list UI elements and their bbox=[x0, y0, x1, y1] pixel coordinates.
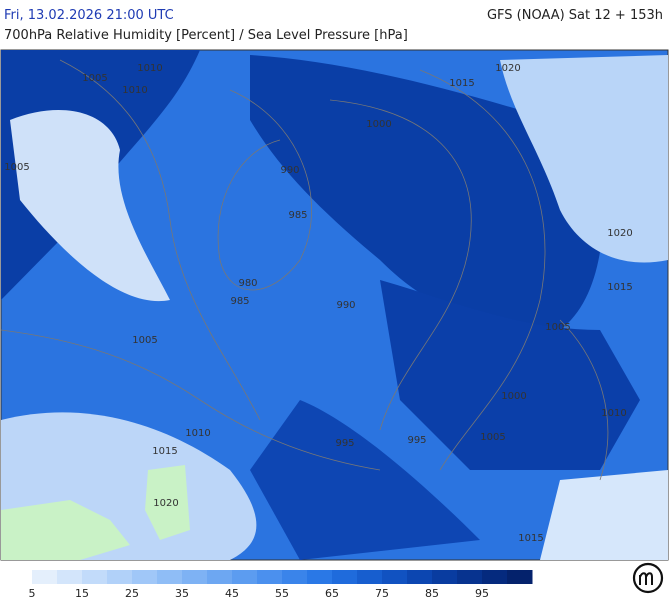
dry-area bbox=[145, 465, 190, 540]
isobar-label: 1015 bbox=[449, 78, 474, 89]
colorbar-swatch bbox=[82, 570, 108, 584]
isobar-label: 985 bbox=[230, 296, 249, 307]
humidity-area bbox=[250, 55, 604, 330]
colorbar-swatch bbox=[157, 570, 183, 584]
colorbar-swatch bbox=[507, 570, 533, 584]
colorbar-label: 35 bbox=[175, 587, 189, 600]
isobar-label: 1010 bbox=[601, 408, 626, 419]
humidity-area bbox=[380, 280, 640, 470]
isobar-label: 1005 bbox=[545, 322, 570, 333]
isobar-label: 1015 bbox=[607, 282, 632, 293]
datetime: Fri, 13.02.2026 21:00 UTC bbox=[4, 8, 174, 23]
colorbar-swatch bbox=[182, 570, 208, 584]
model-run: GFS (NOAA) Sat 12 + 153h bbox=[487, 8, 663, 23]
colorbar-label: 75 bbox=[375, 587, 389, 600]
colorbar-swatch bbox=[257, 570, 283, 584]
isobar-label: 990 bbox=[336, 300, 355, 311]
logo bbox=[632, 562, 664, 594]
isobar-label: 1015 bbox=[152, 446, 177, 457]
colorbar-label: 15 bbox=[75, 587, 89, 600]
colorbar-swatch bbox=[207, 570, 233, 584]
isobar-label: 1005 bbox=[480, 432, 505, 443]
isobar-label: 1015 bbox=[518, 533, 543, 544]
humidity-area bbox=[500, 55, 668, 263]
colorbar-swatch bbox=[232, 570, 258, 584]
colorbar-swatch bbox=[382, 570, 408, 584]
colorbar-swatch bbox=[307, 570, 333, 584]
isobar-label: 980 bbox=[238, 278, 257, 289]
colorbar-label: 45 bbox=[225, 587, 239, 600]
isobar-label: 1000 bbox=[366, 119, 391, 130]
colorbar-swatch bbox=[132, 570, 158, 584]
humidity-area bbox=[250, 400, 480, 560]
isobar-label: 990 bbox=[280, 165, 299, 176]
colorbar-swatch bbox=[457, 570, 483, 584]
isobar-label: 995 bbox=[407, 435, 426, 446]
isobar-label: 1010 bbox=[137, 63, 162, 74]
isobar-label: 1005 bbox=[82, 73, 107, 84]
isobar-label: 1010 bbox=[122, 85, 147, 96]
colorbar-label: 85 bbox=[425, 587, 439, 600]
colorbar-label: 25 bbox=[125, 587, 139, 600]
map bbox=[0, 49, 669, 561]
colorbar-swatch bbox=[482, 570, 508, 584]
colorbar-swatch bbox=[357, 570, 383, 584]
colorbar-swatch bbox=[32, 570, 58, 584]
colorbar-swatch bbox=[57, 570, 83, 584]
humidity-area bbox=[540, 470, 668, 560]
isobar-label: 1005 bbox=[4, 162, 29, 173]
humidity-area bbox=[10, 110, 170, 302]
isobar-label: 1005 bbox=[132, 335, 157, 346]
colorbar-label: 65 bbox=[325, 587, 339, 600]
isobars bbox=[0, 59, 609, 481]
dry-area bbox=[1, 500, 130, 560]
colorbar-swatch bbox=[332, 570, 358, 584]
colorbar-swatch bbox=[407, 570, 433, 584]
colorbar-label: 95 bbox=[475, 587, 489, 600]
colorbar-swatch bbox=[282, 570, 308, 584]
isobar-label: 995 bbox=[335, 438, 354, 449]
isobar-label: 985 bbox=[288, 210, 307, 221]
isobar-label: 1010 bbox=[185, 428, 210, 439]
colorbar-swatch bbox=[432, 570, 458, 584]
isobar-label: 1020 bbox=[153, 498, 178, 509]
isobar-label: 1020 bbox=[607, 228, 632, 239]
colorbar-swatch bbox=[107, 570, 133, 584]
colorbar-label: 5 bbox=[29, 587, 36, 600]
isobar-label: 1020 bbox=[495, 63, 520, 74]
map-title: 700hPa Relative Humidity [Percent] / Sea… bbox=[4, 28, 408, 43]
colorbar-label: 55 bbox=[275, 587, 289, 600]
isobar-label: 1000 bbox=[501, 391, 526, 402]
